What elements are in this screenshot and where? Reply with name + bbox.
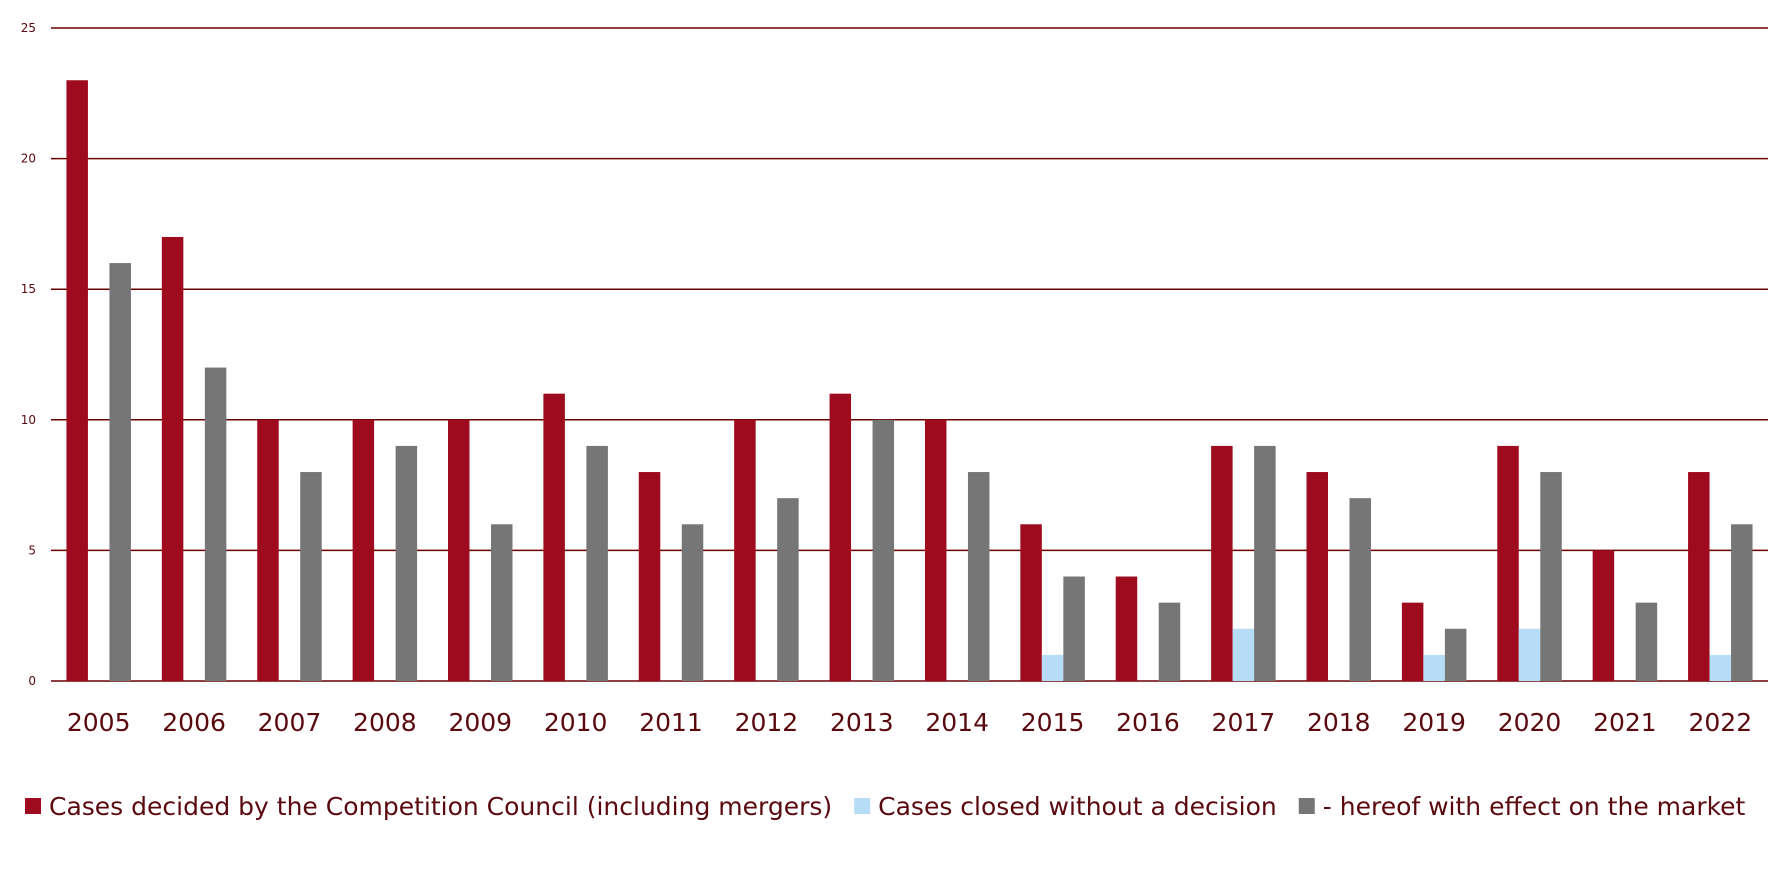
- x-tick-label: 2019: [1402, 708, 1466, 737]
- x-tick-label: 2006: [162, 708, 226, 737]
- bar-2015-series-1: [1041, 654, 1064, 681]
- bar-2018-series-2: [1349, 498, 1371, 681]
- x-tick-label: 2007: [258, 708, 322, 737]
- x-tick-label: 2021: [1593, 708, 1657, 737]
- bar-2007-series-0: [257, 419, 279, 681]
- bar-2011-series-0: [638, 472, 661, 681]
- x-tick-label: 2011: [639, 708, 703, 737]
- bar-2016-series-2: [1158, 602, 1181, 681]
- x-tick-label: 2009: [448, 708, 512, 737]
- bar-2011-series-2: [681, 524, 704, 681]
- legend-swatch: [1298, 798, 1315, 814]
- bar-2005-series-2: [109, 263, 131, 681]
- bar-2015-series-0: [1020, 524, 1042, 681]
- bar-2007-series-2: [300, 472, 322, 681]
- y-tick-label: 20: [21, 152, 36, 166]
- x-axis-labels: 2005 2006 2007 2008 2009 2010 2011 2012 2013 2014…: [67, 708, 1752, 737]
- x-tick-label: 2008: [353, 708, 417, 737]
- bar-2006-series-0: [161, 236, 184, 681]
- legend-label: Cases closed without a decision: [878, 792, 1277, 821]
- x-tick-label: 2022: [1688, 708, 1752, 737]
- x-tick-label: 2016: [1116, 708, 1180, 737]
- bar-2012-series-0: [734, 419, 756, 681]
- bar-2014-series-2: [967, 472, 990, 681]
- bar-2013-series-2: [872, 419, 895, 681]
- bar-2022-series-0: [1688, 472, 1710, 681]
- bar-2016-series-0: [1115, 576, 1138, 681]
- bar-2010-series-2: [586, 445, 608, 681]
- gridlines: 0 5 10 15 20 25: [21, 21, 1768, 688]
- bar-2009-series-2: [491, 524, 513, 681]
- x-tick-label: 2020: [1498, 708, 1562, 737]
- bar-2017-series-2: [1254, 445, 1276, 681]
- y-tick-label: 10: [21, 413, 36, 427]
- bar-2020-series-2: [1540, 472, 1562, 681]
- x-tick-label: 2005: [67, 708, 131, 737]
- x-tick-label: 2017: [1212, 708, 1276, 737]
- bar-2019-series-2: [1444, 628, 1467, 681]
- bar-2021-series-0: [1592, 550, 1615, 681]
- bar-2013-series-0: [829, 393, 852, 681]
- bar-2015-series-2: [1063, 576, 1085, 681]
- bar-2017-series-1: [1232, 628, 1255, 681]
- legend-label: - hereof with effect on the market: [1323, 792, 1746, 821]
- bar-2020-series-0: [1497, 445, 1519, 681]
- x-tick-label: 2010: [544, 708, 608, 737]
- bar-2019-series-0: [1401, 602, 1424, 681]
- bar-2009-series-0: [448, 419, 470, 681]
- legend: Cases decided by the Competition Council…: [25, 792, 1746, 821]
- y-tick-label: 25: [21, 21, 36, 35]
- bar-2018-series-0: [1306, 472, 1328, 681]
- bar-2022-series-2: [1731, 524, 1753, 681]
- bar-2005-series-0: [66, 80, 88, 682]
- y-tick-label: 15: [21, 282, 36, 296]
- x-tick-label: 2014: [925, 708, 989, 737]
- x-tick-label: 2018: [1307, 708, 1371, 737]
- legend-label: Cases decided by the Competition Council…: [49, 792, 832, 821]
- y-tick-label: 5: [28, 543, 36, 557]
- bar-2020-series-1: [1518, 628, 1541, 681]
- bar-2022-series-1: [1709, 654, 1732, 681]
- bar-2014-series-0: [924, 419, 947, 681]
- bar-2008-series-0: [352, 419, 375, 681]
- bar-2019-series-1: [1423, 654, 1445, 681]
- y-tick-label: 0: [28, 674, 36, 688]
- bars: [66, 80, 1753, 682]
- bar-2010-series-0: [543, 393, 565, 681]
- bar-2006-series-2: [204, 367, 227, 681]
- bar-2017-series-0: [1211, 445, 1233, 681]
- x-tick-label: 2013: [830, 708, 894, 737]
- bar-2021-series-2: [1635, 602, 1658, 681]
- legend-swatch: [25, 798, 41, 814]
- bar-2008-series-2: [395, 445, 418, 681]
- bar-2012-series-2: [777, 498, 799, 681]
- x-tick-label: 2015: [1021, 708, 1085, 737]
- legend-swatch: [854, 798, 871, 814]
- x-tick-label: 2012: [735, 708, 799, 737]
